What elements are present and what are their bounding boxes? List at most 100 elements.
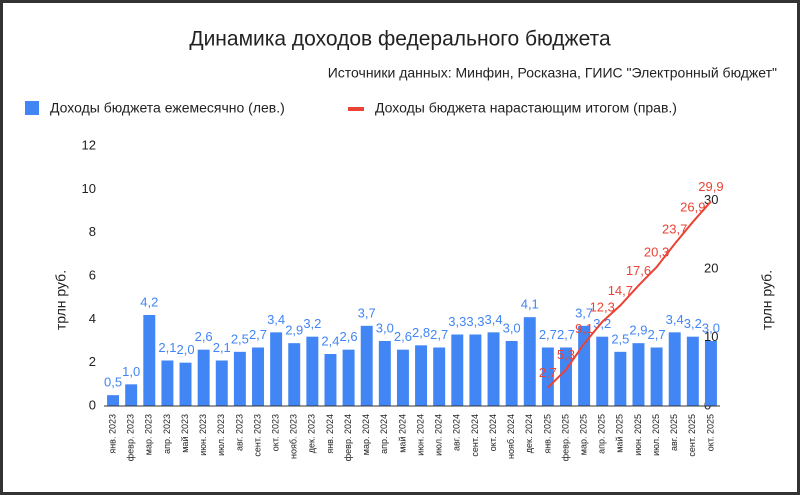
data-label: 2,4: [321, 333, 339, 348]
x-tick-label: авг. 2024: [452, 414, 462, 451]
x-tick-label: окт. 2024: [488, 414, 498, 451]
data-label: 2,6: [195, 329, 213, 344]
x-tick-label: апр. 2025: [597, 414, 607, 454]
bar: [179, 362, 192, 406]
bar: [596, 336, 609, 406]
bar: [578, 325, 591, 406]
data-label: 5,3: [557, 347, 575, 362]
data-label: 3,2: [684, 316, 702, 331]
data-label: 20,3: [644, 245, 669, 260]
x-tick-label: нояб. 2023: [289, 414, 299, 459]
data-label: 2,7: [430, 327, 448, 342]
y2-axis-title: трлн руб.: [759, 270, 775, 330]
x-tick-label: авг. 2025: [669, 414, 679, 451]
bar: [668, 332, 681, 406]
data-label: 2,7: [539, 365, 557, 380]
x-tick-label: июл. 2024: [434, 414, 444, 456]
data-label: 3,2: [303, 316, 321, 331]
y-axis-title: трлн руб.: [53, 270, 69, 330]
x-tick-label: июн. 2025: [633, 414, 643, 456]
data-label: 17,6: [626, 263, 651, 278]
bar: [161, 360, 174, 406]
x-tick-label: февр. 2025: [560, 414, 570, 461]
chart-title: Динамика доходов федерального бюджета: [189, 28, 611, 51]
data-label: 12,3: [590, 299, 615, 314]
data-label: 14,7: [608, 283, 633, 298]
data-label: 3,4: [267, 312, 285, 327]
data-label: 4,1: [521, 297, 539, 312]
data-label: 2,7: [648, 327, 666, 342]
data-label: 3,7: [575, 305, 593, 320]
data-label: 3,0: [376, 320, 394, 335]
x-tick-label: июл. 2023: [216, 414, 226, 456]
bar: [324, 354, 337, 406]
x-tick-label: янв. 2024: [325, 414, 335, 454]
bar: [378, 341, 391, 406]
bar: [252, 347, 264, 406]
data-label: 3,4: [666, 312, 684, 327]
bar: [523, 317, 536, 406]
x-tick-label: мар. 2024: [361, 414, 371, 455]
x-tick-label: апр. 2023: [162, 414, 172, 454]
bar: [197, 349, 210, 406]
bar: [469, 334, 482, 406]
x-tick-label: авг. 2023: [234, 414, 244, 451]
line: [547, 200, 712, 389]
data-label: 3,0: [702, 320, 720, 335]
x-tick-label: февр. 2024: [343, 414, 353, 461]
x-tick-label: июн. 2024: [415, 414, 425, 456]
data-label: 4,2: [140, 294, 158, 309]
x-tick-label: май 2025: [615, 414, 625, 453]
y2-tick-label: 20: [704, 261, 718, 276]
bar: [560, 347, 572, 406]
x-tick-label: февр. 2023: [126, 414, 136, 461]
bar: [342, 349, 355, 406]
x-tick-label: июн. 2023: [198, 414, 208, 456]
data-label: 1,0: [122, 364, 140, 379]
bar: [215, 360, 228, 406]
y-tick-label: 8: [89, 224, 96, 239]
data-label: 2,9: [285, 323, 303, 338]
y-tick-label: 12: [82, 137, 96, 152]
bar: [614, 351, 627, 406]
x-tick-label: сент. 2024: [470, 414, 480, 457]
x-tick-label: сент. 2025: [687, 414, 697, 457]
data-label: 2,1: [158, 340, 176, 355]
chart-subtitle: Источники данных: Минфин, Росказна, ГИИС…: [328, 65, 777, 81]
x-tick-label: янв. 2023: [107, 414, 117, 454]
x-tick-label: сент. 2023: [252, 414, 262, 457]
bar: [107, 395, 120, 406]
bar: [270, 332, 283, 406]
bar: [451, 334, 464, 406]
data-label: 2,5: [231, 331, 249, 346]
bar: [396, 349, 409, 406]
x-tick-label: окт. 2023: [270, 414, 280, 451]
bar: [306, 336, 319, 406]
data-label: 23,7: [662, 221, 687, 236]
bar: [632, 343, 645, 406]
x-tick-label: апр. 2024: [379, 414, 389, 454]
x-tick-label: янв. 2025: [542, 414, 552, 454]
data-label: 3,4: [484, 312, 502, 327]
bar: [288, 343, 301, 406]
y2-tick-label: 10: [704, 329, 718, 344]
x-tick-label: нояб. 2024: [506, 414, 516, 459]
bar: [360, 325, 373, 406]
data-label: 2,7: [539, 327, 557, 342]
x-tick-label: июл. 2025: [651, 414, 661, 456]
data-label: 3,3: [448, 314, 466, 329]
bar: [415, 345, 428, 406]
x-tick-label: мар. 2023: [144, 414, 154, 455]
bar: [143, 315, 156, 406]
data-label: 2,8: [412, 325, 430, 340]
legend-label: Доходы бюджета нарастающим итогом (прав.…: [375, 100, 677, 116]
y-tick-label: 2: [89, 354, 96, 369]
data-label: 2,5: [611, 331, 629, 346]
data-label: 2,6: [340, 329, 358, 344]
bar: [125, 384, 138, 406]
x-tick-label: май 2024: [397, 414, 407, 453]
bar: [433, 347, 446, 406]
bar: [233, 351, 246, 406]
